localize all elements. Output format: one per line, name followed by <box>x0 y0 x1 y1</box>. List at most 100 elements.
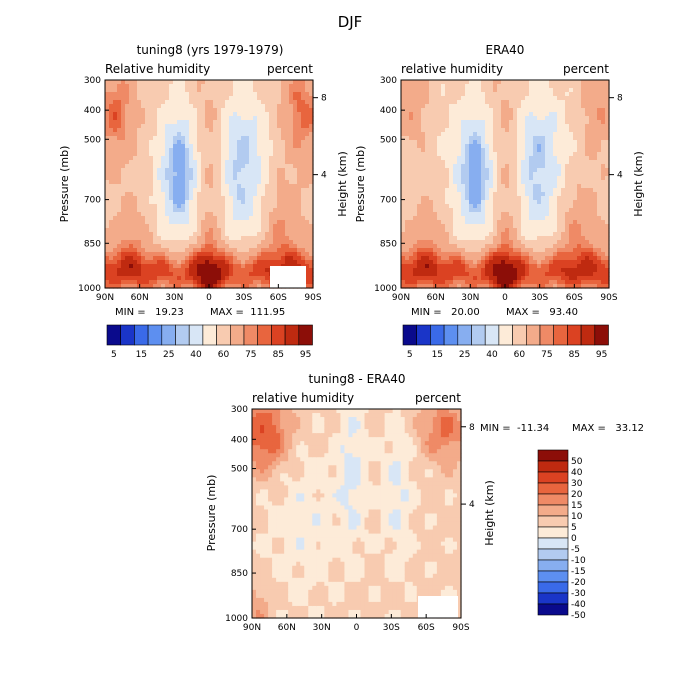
colorbar-swatch <box>457 324 472 346</box>
y-tick-label: 1000 <box>374 284 397 294</box>
colorbar-label: -10 <box>571 556 586 566</box>
colorbar-label: -20 <box>571 578 586 588</box>
pressure-axis-label: Pressure (mb) <box>205 475 218 552</box>
colorbar-label: 10 <box>571 512 583 522</box>
colorbar-swatch <box>298 324 313 346</box>
colorbar-swatch <box>537 471 569 484</box>
height-tick-label: 8 <box>469 423 475 433</box>
x-tick-label: 0 <box>502 293 508 303</box>
height-axis-label: Height (km) <box>483 480 496 546</box>
height-axis-label: Height (km) <box>336 151 349 217</box>
y-tick-label: 1000 <box>225 614 248 624</box>
variable-label: Relative humidity <box>105 62 210 76</box>
colorbar-swatch <box>537 581 569 594</box>
x-tick-label: 30S <box>383 623 400 633</box>
y-tick-label: 300 <box>84 76 101 86</box>
colorbar-swatch <box>537 482 569 495</box>
y-tick-label: 300 <box>231 405 248 415</box>
contour-field <box>252 409 462 619</box>
panel-title: tuning8 (yrs 1979-1979) <box>137 43 284 57</box>
colorbar-swatch <box>537 526 569 539</box>
panel-title: tuning8 - ERA40 <box>309 372 406 386</box>
variable-label: relative humidity <box>252 391 354 405</box>
colorbar-label: 25 <box>459 350 470 360</box>
y-tick-label: 400 <box>84 106 101 116</box>
colorbar-label: -30 <box>571 589 586 599</box>
colorbar-label: 60 <box>514 350 526 360</box>
colorbar-label: 60 <box>218 350 230 360</box>
colorbar-label: 5 <box>571 523 577 533</box>
y-tick-label: 500 <box>231 465 248 475</box>
colorbar-swatch <box>537 603 569 616</box>
colorbar-label: 85 <box>569 350 580 360</box>
colorbar-swatch <box>567 324 582 346</box>
colorbar-swatch <box>553 324 568 346</box>
colorbar-swatch <box>402 324 417 346</box>
colorbar-label: 95 <box>300 350 311 360</box>
colorbar-swatch <box>537 460 569 473</box>
x-tick-label: 60N <box>427 293 445 303</box>
colorbar-label: -15 <box>571 567 586 577</box>
pressure-axis-label: Pressure (mb) <box>354 146 367 223</box>
x-tick-label: 30N <box>165 293 183 303</box>
colorbar-label: 25 <box>163 350 174 360</box>
missing-data-mask <box>418 596 458 618</box>
x-tick-label: 90S <box>452 623 469 633</box>
colorbar-swatch <box>498 324 513 346</box>
y-tick-label: 500 <box>380 135 397 145</box>
x-tick-label: 90N <box>243 623 261 633</box>
colorbar-label: 30 <box>571 479 583 489</box>
colorbar: 5 15 25 40 60 75 85 95 <box>402 324 609 360</box>
y-tick-label: 700 <box>84 196 101 206</box>
colorbar-label: 75 <box>541 350 552 360</box>
x-tick-label: 30S <box>531 293 548 303</box>
colorbar-swatch <box>216 324 231 346</box>
colorbar-label: 40 <box>190 350 202 360</box>
colorbar-label: 15 <box>432 350 443 360</box>
colorbar-swatch <box>443 324 459 346</box>
colorbar-label: 75 <box>245 350 256 360</box>
colorbar-label: 20 <box>571 490 583 500</box>
x-tick-label: 0 <box>354 623 360 633</box>
height-axis-label: Height (km) <box>632 151 645 217</box>
colorbar-swatch <box>243 324 258 346</box>
height-tick-label: 4 <box>469 500 475 510</box>
height-tick-label: 4 <box>321 171 327 181</box>
colorbar-swatch <box>430 324 445 346</box>
x-tick-label: 30N <box>461 293 479 303</box>
units-label: percent <box>267 62 313 76</box>
y-tick-label: 700 <box>231 525 248 535</box>
min-label: MIN = -11.34 <box>480 423 549 434</box>
colorbar-swatch <box>271 324 286 346</box>
x-tick-label: 90S <box>304 293 321 303</box>
colorbar-swatch <box>539 324 554 346</box>
x-tick-label: 90N <box>96 293 114 303</box>
colorbar-label: 15 <box>136 350 147 360</box>
x-tick-label: 60S <box>270 293 287 303</box>
colorbar-swatch <box>284 324 300 346</box>
colorbar-swatch <box>257 324 272 346</box>
colorbar-label: 5 <box>111 350 117 360</box>
x-tick-label: 30N <box>313 623 331 633</box>
colorbar-swatch <box>161 324 176 346</box>
colorbar-swatch <box>416 324 431 346</box>
colorbar-swatch <box>106 324 121 346</box>
y-tick-label: 700 <box>380 196 397 206</box>
colorbar-swatch <box>188 324 204 346</box>
y-tick-label: 850 <box>84 239 101 249</box>
colorbar-swatch <box>580 324 596 346</box>
colorbar-label: 40 <box>571 468 583 478</box>
panel-title: ERA40 <box>486 43 525 57</box>
colorbar-label: -5 <box>571 545 580 555</box>
missing-data-mask <box>270 266 306 288</box>
max-label: MAX = 93.40 <box>506 307 578 318</box>
colorbar-label: 5 <box>407 350 413 360</box>
colorbar-swatch <box>202 324 217 346</box>
x-tick-label: 60S <box>418 623 435 633</box>
x-tick-label: 60S <box>566 293 583 303</box>
colorbar-swatch <box>537 592 569 605</box>
colorbar-swatch <box>537 559 569 572</box>
colorbar-label: 40 <box>486 350 498 360</box>
units-label: percent <box>563 62 609 76</box>
